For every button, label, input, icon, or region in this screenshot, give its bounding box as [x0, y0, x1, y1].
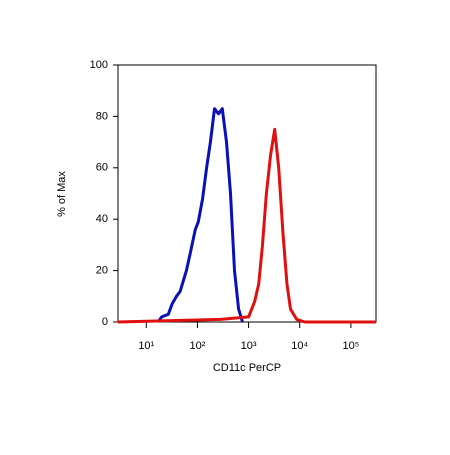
histogram-line — [156, 107, 244, 323]
histogram-line — [117, 127, 376, 324]
y-tick-label: 40 — [96, 213, 108, 225]
x-tick-label: 10² — [189, 340, 205, 352]
y-tick-label: 100 — [90, 59, 108, 71]
x-tick-label: 10⁴ — [291, 340, 308, 352]
x-tick-label: 10⁵ — [342, 340, 359, 352]
y-tick-label: 80 — [96, 110, 108, 122]
x-axis-label: CD11c PerCP — [213, 362, 281, 374]
x-tick-label: 10³ — [241, 340, 257, 352]
y-axis-label: % of Max — [56, 171, 68, 217]
y-tick-label: 60 — [96, 162, 108, 174]
x-tick-label: 10¹ — [138, 340, 154, 352]
plot-frame — [117, 64, 377, 323]
y-tick-label: 20 — [96, 265, 108, 277]
y-tick-label: 0 — [102, 316, 108, 328]
